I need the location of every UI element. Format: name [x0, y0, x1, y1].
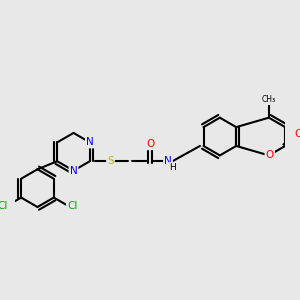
Text: N: N — [164, 156, 172, 166]
Text: O: O — [266, 150, 274, 161]
Text: Cl: Cl — [67, 201, 77, 211]
Text: N: N — [70, 166, 77, 176]
Text: O: O — [146, 139, 154, 149]
Text: O: O — [295, 129, 300, 139]
Text: Cl: Cl — [0, 201, 8, 211]
Text: H: H — [169, 163, 176, 172]
Text: S: S — [107, 156, 114, 166]
Text: CH₃: CH₃ — [262, 95, 276, 104]
Text: N: N — [86, 137, 94, 147]
